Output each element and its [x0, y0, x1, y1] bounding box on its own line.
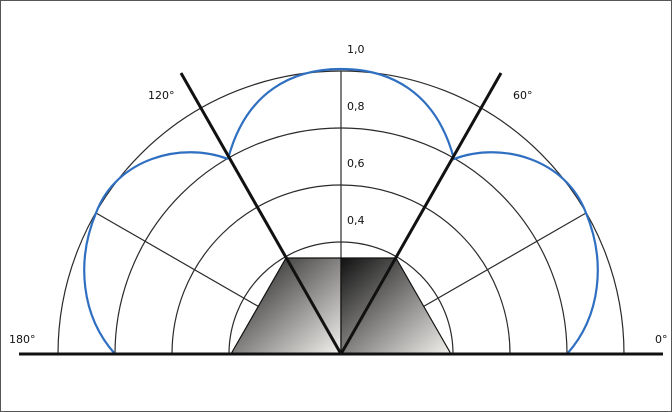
source-shapes [229, 257, 453, 355]
label-r-0-8: 0,8 [347, 100, 365, 113]
label-r-0-6: 0,6 [347, 157, 365, 170]
label-angle-60: 60° [513, 89, 533, 102]
label-angle-180: 180° [9, 333, 36, 346]
intensity-curve [83, 67, 599, 355]
label-angle-0: 0° [655, 333, 668, 346]
left-shaded-trapezoid [229, 257, 342, 355]
beam-lines [179, 72, 503, 355]
beam-line-60 [339, 72, 503, 355]
label-angle-120: 120° [148, 89, 175, 102]
label-r-1-0: 1,0 [347, 43, 365, 56]
label-r-0-4: 0,4 [347, 214, 365, 227]
beam-line-120 [179, 72, 343, 355]
right-shaded-trapezoid [340, 257, 453, 355]
